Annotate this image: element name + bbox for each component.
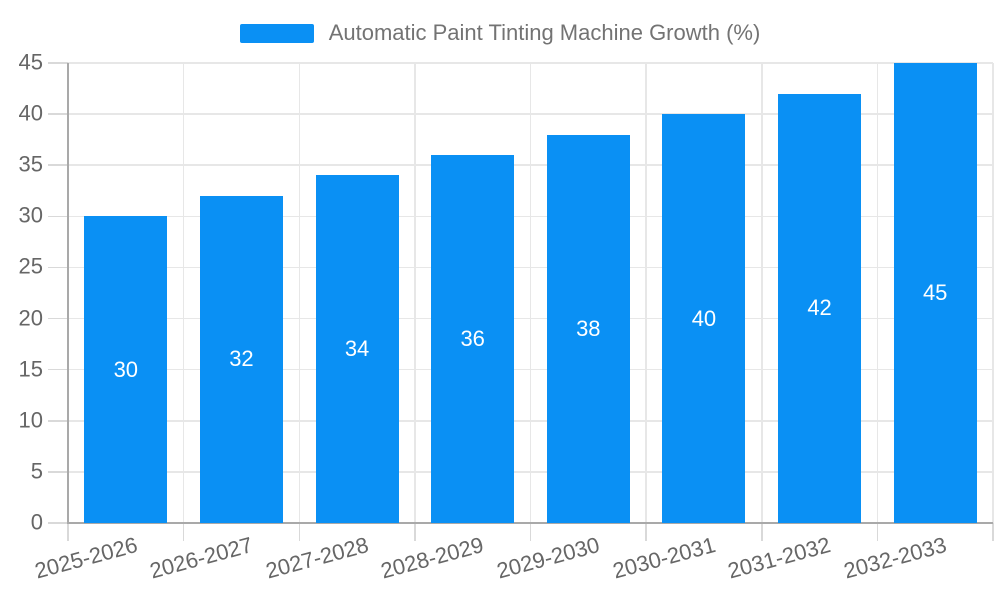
x-tick-label-2030-2031: 2030-2031: [609, 532, 718, 584]
x-tick-label-2025-2026: 2025-2026: [31, 532, 140, 584]
y-axis-tick: [48, 471, 68, 473]
gridline-x-boundary: [876, 63, 879, 523]
x-tick-label-2029-2030: 2029-2030: [494, 532, 603, 584]
bar-2031-2032[interactable]: [778, 93, 862, 523]
y-tick-label: 30: [18, 202, 43, 228]
chart-legend[interactable]: Automatic Paint Tinting Machine Growth (…: [0, 20, 1000, 46]
x-axis-tick: [414, 523, 416, 541]
bar-2028-2029[interactable]: [431, 155, 515, 523]
x-tick-label-2031-2032: 2031-2032: [725, 532, 834, 584]
gridline-x-boundary: [529, 63, 532, 523]
bar-2030-2031[interactable]: [662, 114, 746, 523]
y-tick-label: 10: [18, 407, 43, 433]
x-tick-label-2026-2027: 2026-2027: [147, 532, 256, 584]
y-axis-tick: [48, 420, 68, 422]
x-tick-label-2028-2029: 2028-2029: [378, 532, 487, 584]
y-tick-label: 20: [18, 305, 43, 331]
x-axis-line: [67, 522, 993, 524]
y-axis-tick: [48, 215, 68, 218]
x-axis-tick: [182, 523, 185, 541]
x-axis-tick: [761, 523, 763, 541]
y-tick-label: 35: [18, 151, 43, 177]
y-axis-tick: [48, 62, 68, 64]
y-axis-tick: [48, 113, 68, 115]
legend-label: Automatic Paint Tinting Machine Growth (…: [328, 20, 761, 45]
y-tick-label: 25: [18, 253, 43, 279]
legend-swatch: [239, 23, 314, 43]
bar-2032-2033[interactable]: [893, 63, 977, 523]
y-tick-label: 40: [18, 100, 43, 126]
gridline-x-boundary: [182, 63, 185, 523]
y-axis-tick: [48, 317, 68, 320]
x-axis-tick: [876, 523, 879, 541]
x-axis-tick: [67, 523, 69, 541]
y-tick-label: 0: [30, 509, 43, 535]
x-axis-tick: [529, 523, 532, 541]
x-tick-label-2032-2033: 2032-2033: [841, 532, 950, 584]
x-tick-label-2027-2028: 2027-2028: [262, 532, 372, 584]
x-axis-tick: [992, 523, 994, 541]
gridline-x-boundary: [761, 63, 763, 523]
gridline-x-boundary: [992, 63, 994, 523]
x-axis-tick: [298, 523, 300, 541]
y-axis-line: [67, 63, 69, 523]
gridline-x-boundary: [298, 63, 300, 523]
bar-2025-2026[interactable]: [84, 216, 168, 523]
bar-2026-2027[interactable]: [199, 195, 283, 523]
y-axis-tick: [48, 368, 68, 371]
bar-2027-2028[interactable]: [315, 175, 399, 523]
y-axis-tick: [48, 164, 68, 166]
y-axis-tick: [48, 522, 68, 524]
y-tick-label: 45: [18, 49, 43, 75]
y-tick-label: 15: [18, 356, 43, 382]
gridline-x-boundary: [414, 63, 416, 523]
gridline-x-boundary: [645, 63, 647, 523]
y-axis-tick: [48, 266, 68, 269]
x-axis-tick: [645, 523, 647, 541]
bar-2029-2030[interactable]: [546, 134, 630, 523]
y-tick-label: 5: [30, 458, 43, 484]
